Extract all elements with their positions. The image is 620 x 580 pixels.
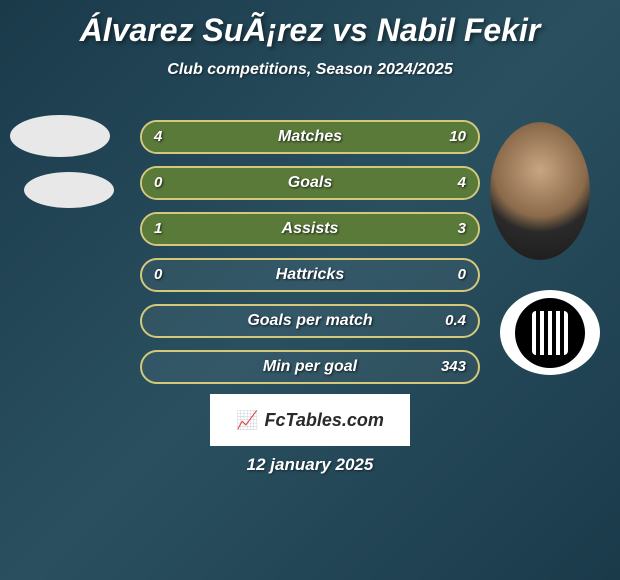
stats-container: 4 Matches 10 0 Goals 4 1 Assists 3 0 Hat… bbox=[140, 120, 480, 396]
stat-val-right: 3 bbox=[458, 214, 466, 244]
stat-row-hattricks: 0 Hattricks 0 bbox=[140, 258, 480, 292]
stat-val-right: 4 bbox=[458, 168, 466, 198]
stat-label: Min per goal bbox=[142, 352, 478, 382]
page-title: Álvarez SuÃ¡rez vs Nabil Fekir bbox=[0, 0, 620, 49]
stat-val-right: 0.4 bbox=[445, 306, 466, 336]
watermark-text: FcTables.com bbox=[265, 410, 384, 431]
stat-row-mpg: Min per goal 343 bbox=[140, 350, 480, 384]
stat-row-goals: 0 Goals 4 bbox=[140, 166, 480, 200]
stat-val-right: 10 bbox=[449, 122, 466, 152]
stat-label: Hattricks bbox=[142, 260, 478, 290]
stat-row-assists: 1 Assists 3 bbox=[140, 212, 480, 246]
date-label: 12 january 2025 bbox=[0, 455, 620, 475]
stat-val-right: 343 bbox=[441, 352, 466, 382]
stat-label: Matches bbox=[142, 122, 478, 152]
chart-icon: 📈 bbox=[236, 410, 258, 431]
subtitle: Club competitions, Season 2024/2025 bbox=[0, 61, 620, 79]
club-left-logo bbox=[24, 172, 114, 208]
stat-row-matches: 4 Matches 10 bbox=[140, 120, 480, 154]
stat-row-gpm: Goals per match 0.4 bbox=[140, 304, 480, 338]
club-badge-icon bbox=[515, 298, 585, 368]
player-right-avatar bbox=[490, 122, 590, 260]
stat-val-right: 0 bbox=[458, 260, 466, 290]
watermark: 📈 FcTables.com bbox=[210, 394, 410, 446]
stat-label: Assists bbox=[142, 214, 478, 244]
stat-label: Goals bbox=[142, 168, 478, 198]
player-left-avatar bbox=[10, 115, 110, 157]
club-right-logo bbox=[500, 290, 600, 375]
stat-label: Goals per match bbox=[142, 306, 478, 336]
club-stripes-icon bbox=[532, 311, 568, 355]
